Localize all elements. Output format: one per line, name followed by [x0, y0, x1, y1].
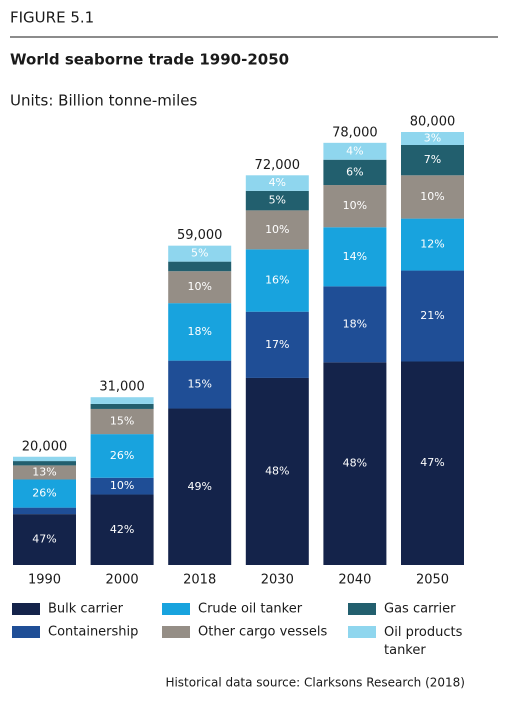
legend-label: Crude oil tanker — [198, 602, 303, 617]
bar-segment — [245, 377, 309, 565]
bar-segment — [245, 249, 309, 312]
segment-label: 47% — [32, 533, 56, 546]
bar-segment — [90, 494, 154, 565]
x-tick-label: 2050 — [416, 573, 449, 588]
bar-segment — [13, 456, 76, 462]
source: Historical data source: Clarksons Resear… — [165, 676, 465, 690]
bar-segment — [168, 303, 232, 361]
legend-swatch — [12, 603, 40, 615]
segment-label: 4% — [346, 144, 363, 157]
segment-label: 15% — [187, 378, 211, 391]
segment-label: 48% — [265, 464, 289, 477]
segment-label: 47% — [420, 456, 444, 469]
bar-segment — [401, 175, 464, 219]
segment-label: 49% — [187, 480, 211, 493]
bar-segment — [168, 245, 232, 262]
segment-label: 48% — [343, 457, 367, 470]
segment-label: 26% — [110, 449, 134, 462]
x-tick-label: 2040 — [338, 573, 371, 588]
bar-segment — [323, 185, 387, 228]
bar-segment — [245, 175, 309, 191]
bar-segment — [168, 408, 232, 565]
total-label: 59,000 — [177, 228, 223, 243]
segment-label: 42% — [110, 523, 134, 536]
segment-label: 7% — [424, 153, 441, 166]
bar-segment — [90, 397, 154, 404]
bar-segment — [245, 190, 309, 211]
bar-segment — [90, 434, 154, 478]
bar-segment — [90, 408, 154, 435]
legend-label: Other cargo vessels — [198, 625, 327, 640]
segment-label: 26% — [32, 487, 56, 500]
bar-segment — [13, 507, 76, 515]
legend-label: Gas carrier — [384, 602, 456, 617]
bar-segment — [323, 362, 387, 565]
total-label: 80,000 — [410, 115, 456, 130]
total-label: 20,000 — [22, 439, 68, 454]
bar-segment — [13, 479, 76, 508]
segment-label: 18% — [187, 325, 211, 338]
bar-segment — [401, 270, 464, 362]
segment-label: 18% — [343, 317, 367, 330]
segment-label: 15% — [110, 415, 134, 428]
bar-segment — [13, 514, 76, 565]
bar-segment — [323, 227, 387, 287]
x-tick-label: 2000 — [106, 573, 139, 588]
total-label: 72,000 — [255, 158, 301, 173]
segment-label: 16% — [265, 274, 289, 287]
bar-segment — [168, 271, 232, 304]
bar-segment — [90, 477, 154, 495]
legend-label: Bulk carrier — [48, 602, 124, 617]
segment-label: 13% — [32, 465, 56, 478]
bar-segment — [168, 261, 232, 272]
x-tick-label: 1990 — [28, 573, 61, 588]
legend-swatch — [162, 626, 190, 638]
segment-label: 3% — [424, 131, 441, 144]
bar-segment — [401, 361, 464, 565]
units: Units: Billion tonne-miles — [10, 92, 197, 110]
segment-label: 4% — [269, 176, 286, 189]
bar-segment — [401, 144, 464, 176]
segment-label: 10% — [265, 223, 289, 236]
bar-segment — [323, 142, 387, 160]
chart-title: World seaborne trade 1990-2050 — [10, 51, 289, 69]
legend-label: Oil products tanker — [384, 625, 463, 658]
bar-segment — [245, 210, 309, 250]
segment-label: 21% — [420, 309, 444, 322]
bar-segment — [13, 465, 76, 480]
bar-segment — [90, 403, 154, 409]
segment-label: 5% — [191, 247, 208, 260]
bar-segment — [13, 461, 76, 466]
bar-segment — [323, 286, 387, 363]
x-tick-label: 2018 — [183, 573, 216, 588]
bar-segment — [168, 360, 232, 409]
segment-label: 10% — [420, 190, 444, 203]
segment-label: 12% — [420, 238, 444, 251]
figure-label: FIGURE 5.1 — [10, 9, 94, 27]
legend-swatch — [12, 626, 40, 638]
legend-label: Containership — [48, 625, 138, 640]
x-tick-label: 2030 — [261, 573, 294, 588]
bar-segment — [323, 159, 387, 186]
legend-swatch — [162, 603, 190, 615]
segment-label: 10% — [343, 199, 367, 212]
segment-label: 14% — [343, 250, 367, 263]
segment-label: 10% — [187, 280, 211, 293]
bar-segment — [401, 218, 464, 271]
segment-label: 5% — [269, 194, 286, 207]
segment-label: 17% — [265, 338, 289, 351]
segment-label: 10% — [110, 479, 134, 492]
legend-swatch — [348, 603, 376, 615]
total-label: 31,000 — [99, 380, 145, 395]
bar-segment — [245, 311, 309, 378]
total-label: 78,000 — [332, 125, 378, 140]
legend-swatch — [348, 626, 376, 638]
segment-label: 6% — [346, 165, 363, 178]
bar-segment — [401, 132, 464, 145]
